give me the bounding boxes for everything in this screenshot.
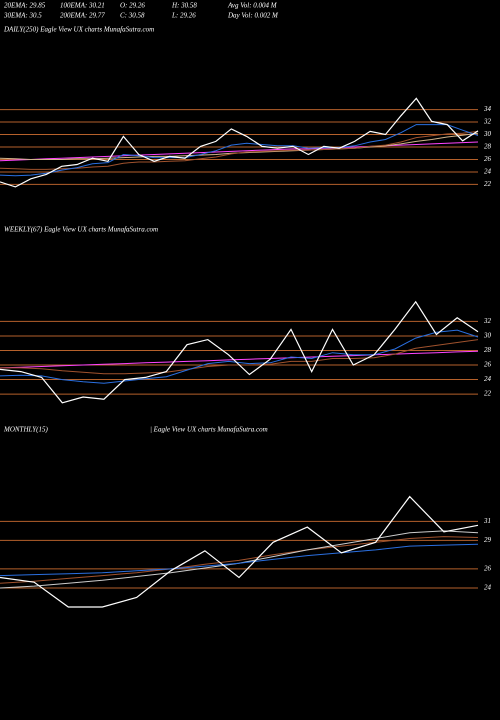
header-stat: Avg Vol: 0.004 M [227,2,278,10]
panel-title: WEEKLY(67) Eagle View UX charts MunafaSu… [4,226,158,234]
header-stat: C: 30.58 [120,12,145,20]
price-line [0,130,479,170]
header-stat: 30EMA: 30.5 [3,12,42,20]
header-stat: H: 30.58 [171,2,197,10]
header-stat: Day Vol: 0.002 M [227,12,279,20]
y-tick-label: 24 [484,584,492,592]
price-line [0,495,479,608]
price-line [0,300,479,404]
price-line [0,350,479,369]
header-stat: L: 29.26 [171,12,196,20]
y-tick-label: 28 [484,143,492,151]
y-tick-label: 24 [484,375,492,383]
header-stat: 100EMA: 30.21 [60,2,105,10]
y-tick-label: 24 [484,168,492,176]
y-tick-label: 30 [483,332,492,340]
price-line [0,543,479,577]
header-stat: 20EMA: 29.85 [4,2,46,10]
panel-title: DAILY(250) Eagle View UX charts MunafaSu… [3,26,154,34]
price-line [0,97,479,188]
y-tick-label: 22 [484,390,492,398]
y-tick-label: 26 [484,565,492,573]
y-tick-label: 30 [483,130,492,138]
y-tick-label: 26 [484,155,492,163]
y-tick-label: 34 [483,105,492,113]
price-line [0,124,479,177]
y-tick-label: 32 [483,118,492,126]
price-line [0,141,479,162]
y-tick-label: 26 [484,361,492,369]
price-line [0,536,479,584]
panel-subtitle: | Eagle View UX charts MunafaSutra.com [150,426,268,434]
price-line [0,329,479,384]
panel-title: MONTHLY(15) [3,426,48,434]
y-tick-label: 22 [484,180,492,188]
header-stat: O: 29.26 [120,2,145,10]
y-tick-label: 31 [483,517,491,525]
y-tick-label: 32 [483,317,492,325]
y-tick-label: 29 [484,536,492,544]
header-stat: 200EMA: 29.77 [60,12,105,20]
y-tick-label: 28 [484,346,492,354]
